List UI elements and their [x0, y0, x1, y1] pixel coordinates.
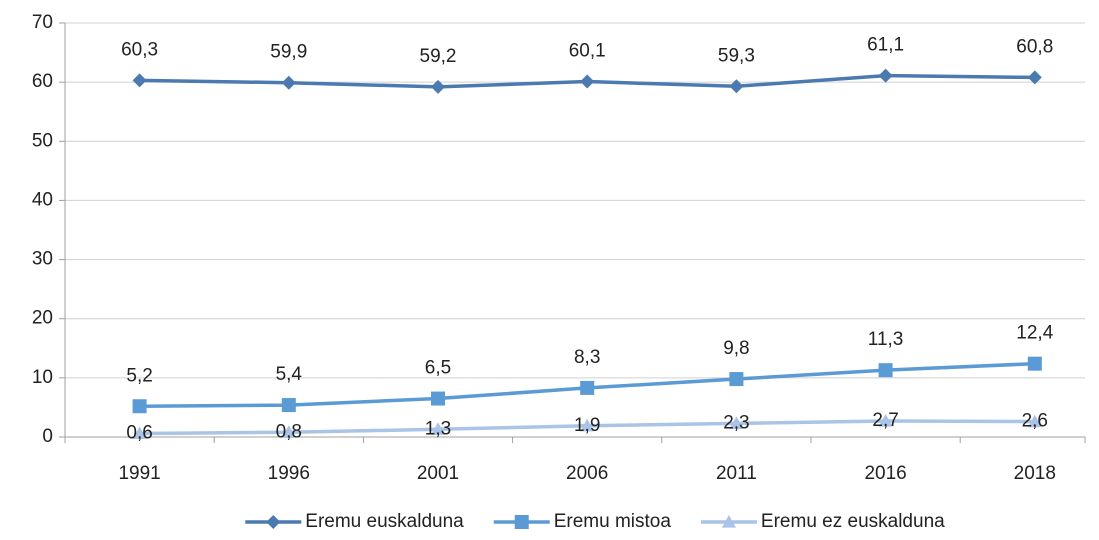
y-tick-label: 60: [32, 71, 53, 92]
marker: [281, 75, 296, 90]
legend: Eremu euskalduna Eremu mistoa Eremu ez eus…: [245, 511, 945, 532]
marker: [729, 416, 744, 429]
data-label: 2,6: [1022, 411, 1048, 432]
marker: [132, 426, 147, 440]
marker: [878, 363, 893, 378]
marker: [431, 422, 445, 435]
data-label: 60,8: [1016, 36, 1053, 57]
marker: [580, 418, 595, 432]
data-label: 59,2: [420, 46, 457, 67]
data-label: 11,3: [868, 329, 904, 350]
y-tick-label: 30: [32, 249, 53, 270]
x-tick-label: 2018: [1014, 463, 1056, 484]
x-tick-label: 1996: [268, 463, 310, 484]
data-label: 1,3: [425, 418, 451, 439]
x-tick-label: 2011: [716, 463, 757, 484]
marker: [580, 380, 595, 395]
marker: [431, 79, 445, 94]
marker: [1027, 356, 1042, 371]
y-tick-label: 40: [32, 189, 53, 210]
y-tick-label: 10: [32, 367, 53, 388]
data-label: 6,5: [425, 358, 451, 379]
marker: [878, 68, 893, 83]
marker: [1027, 70, 1042, 85]
y-tick-label: 0: [42, 426, 53, 447]
x-tick-label: 2001: [417, 463, 459, 484]
data-label: 8,3: [574, 347, 600, 368]
marker: [878, 414, 893, 427]
legend-label: Eremu mistoa: [554, 511, 672, 532]
legend-marker: [266, 515, 281, 529]
data-label: 61,1: [867, 35, 904, 56]
data-label: 59,9: [270, 42, 307, 63]
y-tick-label: 20: [32, 308, 53, 329]
x-tick-label: 2006: [566, 463, 608, 484]
data-label: 5,4: [276, 364, 303, 385]
data-label: 2,7: [872, 410, 898, 431]
marker: [1027, 414, 1042, 428]
marker: [580, 74, 595, 89]
legend-marker: [721, 515, 736, 528]
marker: [132, 73, 147, 88]
x-tick-label: 1991: [118, 463, 160, 484]
marker: [132, 399, 147, 414]
data-label: 5,2: [126, 365, 152, 386]
data-label: 12,4: [1016, 323, 1053, 344]
legend-marker: [514, 515, 529, 529]
y-tick-label: 50: [32, 130, 53, 151]
legend-label: Eremu ez euskalduna: [761, 511, 945, 532]
marker: [729, 79, 744, 94]
marker: [431, 391, 445, 406]
data-label: 2,3: [723, 412, 749, 433]
data-label: 60,1: [569, 41, 606, 62]
data-label: 9,8: [723, 338, 749, 359]
y-tick-label: 70: [32, 12, 53, 33]
data-label: 0,6: [126, 422, 152, 443]
data-label: 1,9: [574, 415, 600, 436]
x-tick-label: 2016: [864, 463, 906, 484]
marker: [281, 425, 296, 438]
data-label: 60,3: [121, 39, 158, 60]
data-label: 0,8: [276, 421, 302, 442]
data-label: 59,3: [718, 45, 755, 66]
marker: [281, 398, 296, 413]
legend-label: Eremu euskalduna: [305, 511, 464, 532]
marker: [729, 372, 744, 387]
